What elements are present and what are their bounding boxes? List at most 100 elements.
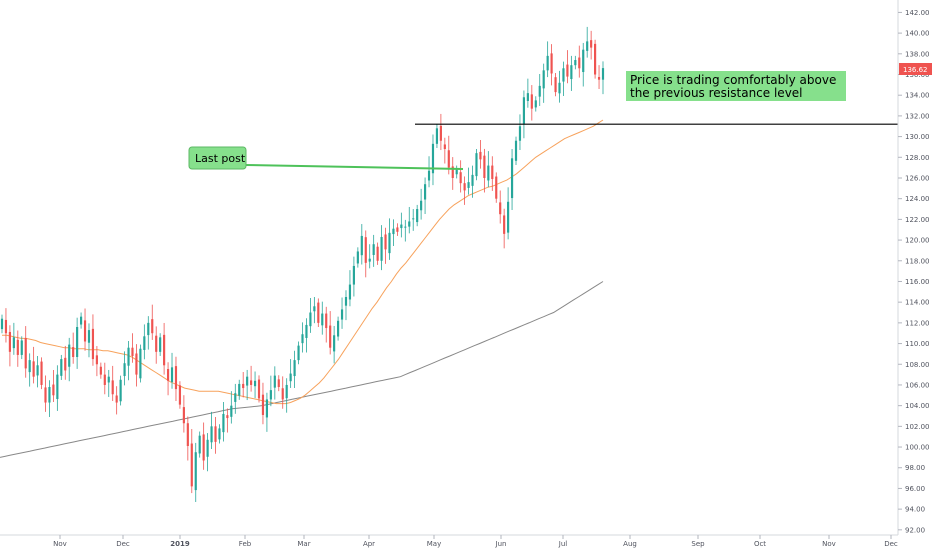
candle-body — [570, 65, 573, 80]
y-tick-label: 120.00 — [905, 237, 930, 245]
candle-body — [309, 312, 312, 327]
candle-body — [95, 355, 98, 365]
y-tick-label: 118.00 — [905, 257, 930, 265]
candle-body — [420, 200, 423, 211]
y-tick-label: 96.00 — [905, 485, 925, 493]
candle-body — [376, 246, 379, 261]
candle-body — [364, 237, 367, 263]
candle-body — [325, 313, 328, 329]
candle-body — [194, 452, 197, 491]
y-tick-label: 128.00 — [905, 154, 930, 162]
candle-body — [574, 60, 577, 66]
candle-body — [111, 380, 114, 395]
candle-body — [479, 151, 482, 160]
candle-body — [115, 395, 118, 403]
candle-body — [590, 40, 593, 48]
candle-body — [222, 413, 225, 433]
candle-body — [12, 337, 15, 349]
candle-body — [91, 328, 95, 360]
candle-body — [0, 318, 4, 330]
y-tick-label: 132.00 — [905, 112, 930, 120]
candle-body — [356, 251, 359, 264]
candle-body — [151, 319, 154, 334]
x-tick-label: Aug — [623, 540, 637, 548]
candle-body — [277, 379, 280, 388]
candle-body — [253, 380, 257, 387]
candle-body — [423, 184, 427, 200]
candle-body — [40, 361, 43, 385]
candle-body — [582, 49, 585, 73]
y-tick-label: 122.00 — [905, 216, 930, 224]
candle-body — [186, 423, 189, 447]
candle-body — [546, 55, 549, 71]
x-tick-label: Sep — [691, 540, 705, 548]
y-tick-label: 136.00 — [905, 71, 930, 79]
candle-body — [396, 227, 399, 232]
y-tick-label: 130.00 — [905, 133, 930, 141]
candle-body — [514, 140, 518, 161]
candle-body — [166, 369, 170, 381]
candle-body — [435, 128, 439, 144]
candle-body — [439, 125, 442, 141]
candle-body — [348, 284, 352, 300]
candle-body — [127, 347, 130, 366]
candle-body — [265, 399, 269, 418]
candle-body — [455, 169, 458, 175]
candle-body — [352, 265, 355, 285]
x-tick-label: Nov — [53, 540, 67, 548]
candle-body — [412, 218, 415, 220]
candle-body — [60, 359, 63, 376]
candle-body — [4, 319, 8, 334]
candle-body — [48, 387, 51, 403]
y-tick-label: 116.00 — [905, 278, 930, 286]
candle-body — [52, 384, 55, 396]
candle-body — [495, 176, 498, 199]
y-tick-label: 102.00 — [905, 423, 930, 431]
candle-body — [534, 100, 537, 108]
candle-body — [79, 316, 83, 325]
candle-body — [475, 153, 478, 177]
candle-body — [285, 384, 288, 399]
candle-body — [131, 347, 134, 356]
candle-body — [76, 327, 79, 358]
candle-body — [147, 322, 150, 336]
candle-body — [83, 320, 87, 342]
candle-body — [139, 348, 142, 379]
candle-body — [182, 407, 185, 424]
ma-short-line — [2, 119, 604, 405]
candle-body — [155, 335, 158, 352]
candle-body — [400, 224, 403, 229]
candle-body — [463, 183, 466, 191]
y-tick-label: 100.00 — [905, 444, 930, 452]
candle-body — [64, 357, 67, 371]
candle-body — [170, 367, 174, 383]
candle-body — [107, 376, 110, 383]
candle-body — [542, 70, 545, 89]
candle-body — [293, 360, 296, 377]
candle-body — [550, 53, 553, 74]
candle-body — [522, 97, 526, 124]
last-post-note[interactable] — [188, 146, 247, 170]
candle-body — [230, 405, 233, 417]
x-tick-label: Apr — [363, 540, 375, 548]
candle-body — [257, 379, 261, 399]
candle-body — [372, 244, 375, 255]
candle-body — [336, 320, 340, 337]
candle-body — [601, 68, 605, 80]
price-axis[interactable]: 92.00 94.00 96.00 98.00 100.00 102.00 104.00 10… — [898, 9, 930, 534]
candle-body — [28, 360, 31, 373]
x-tick-label: May — [427, 540, 441, 548]
last-post-text: Last post — [195, 152, 246, 165]
candle-body — [431, 143, 435, 174]
candle-body — [329, 325, 332, 348]
y-tick-label: 110.00 — [905, 340, 930, 348]
time-axis[interactable]: Nov Dec 2019 Feb Mar Apr May Jun Jul Aug Sep Oct Nov… — [53, 535, 898, 548]
candle-body — [36, 365, 39, 376]
last-price-tag — [899, 63, 932, 75]
comment-note[interactable] — [626, 71, 846, 101]
candle-body — [530, 94, 533, 109]
candle-body — [368, 258, 371, 262]
candle-body — [72, 347, 75, 358]
candle-body — [159, 337, 162, 352]
